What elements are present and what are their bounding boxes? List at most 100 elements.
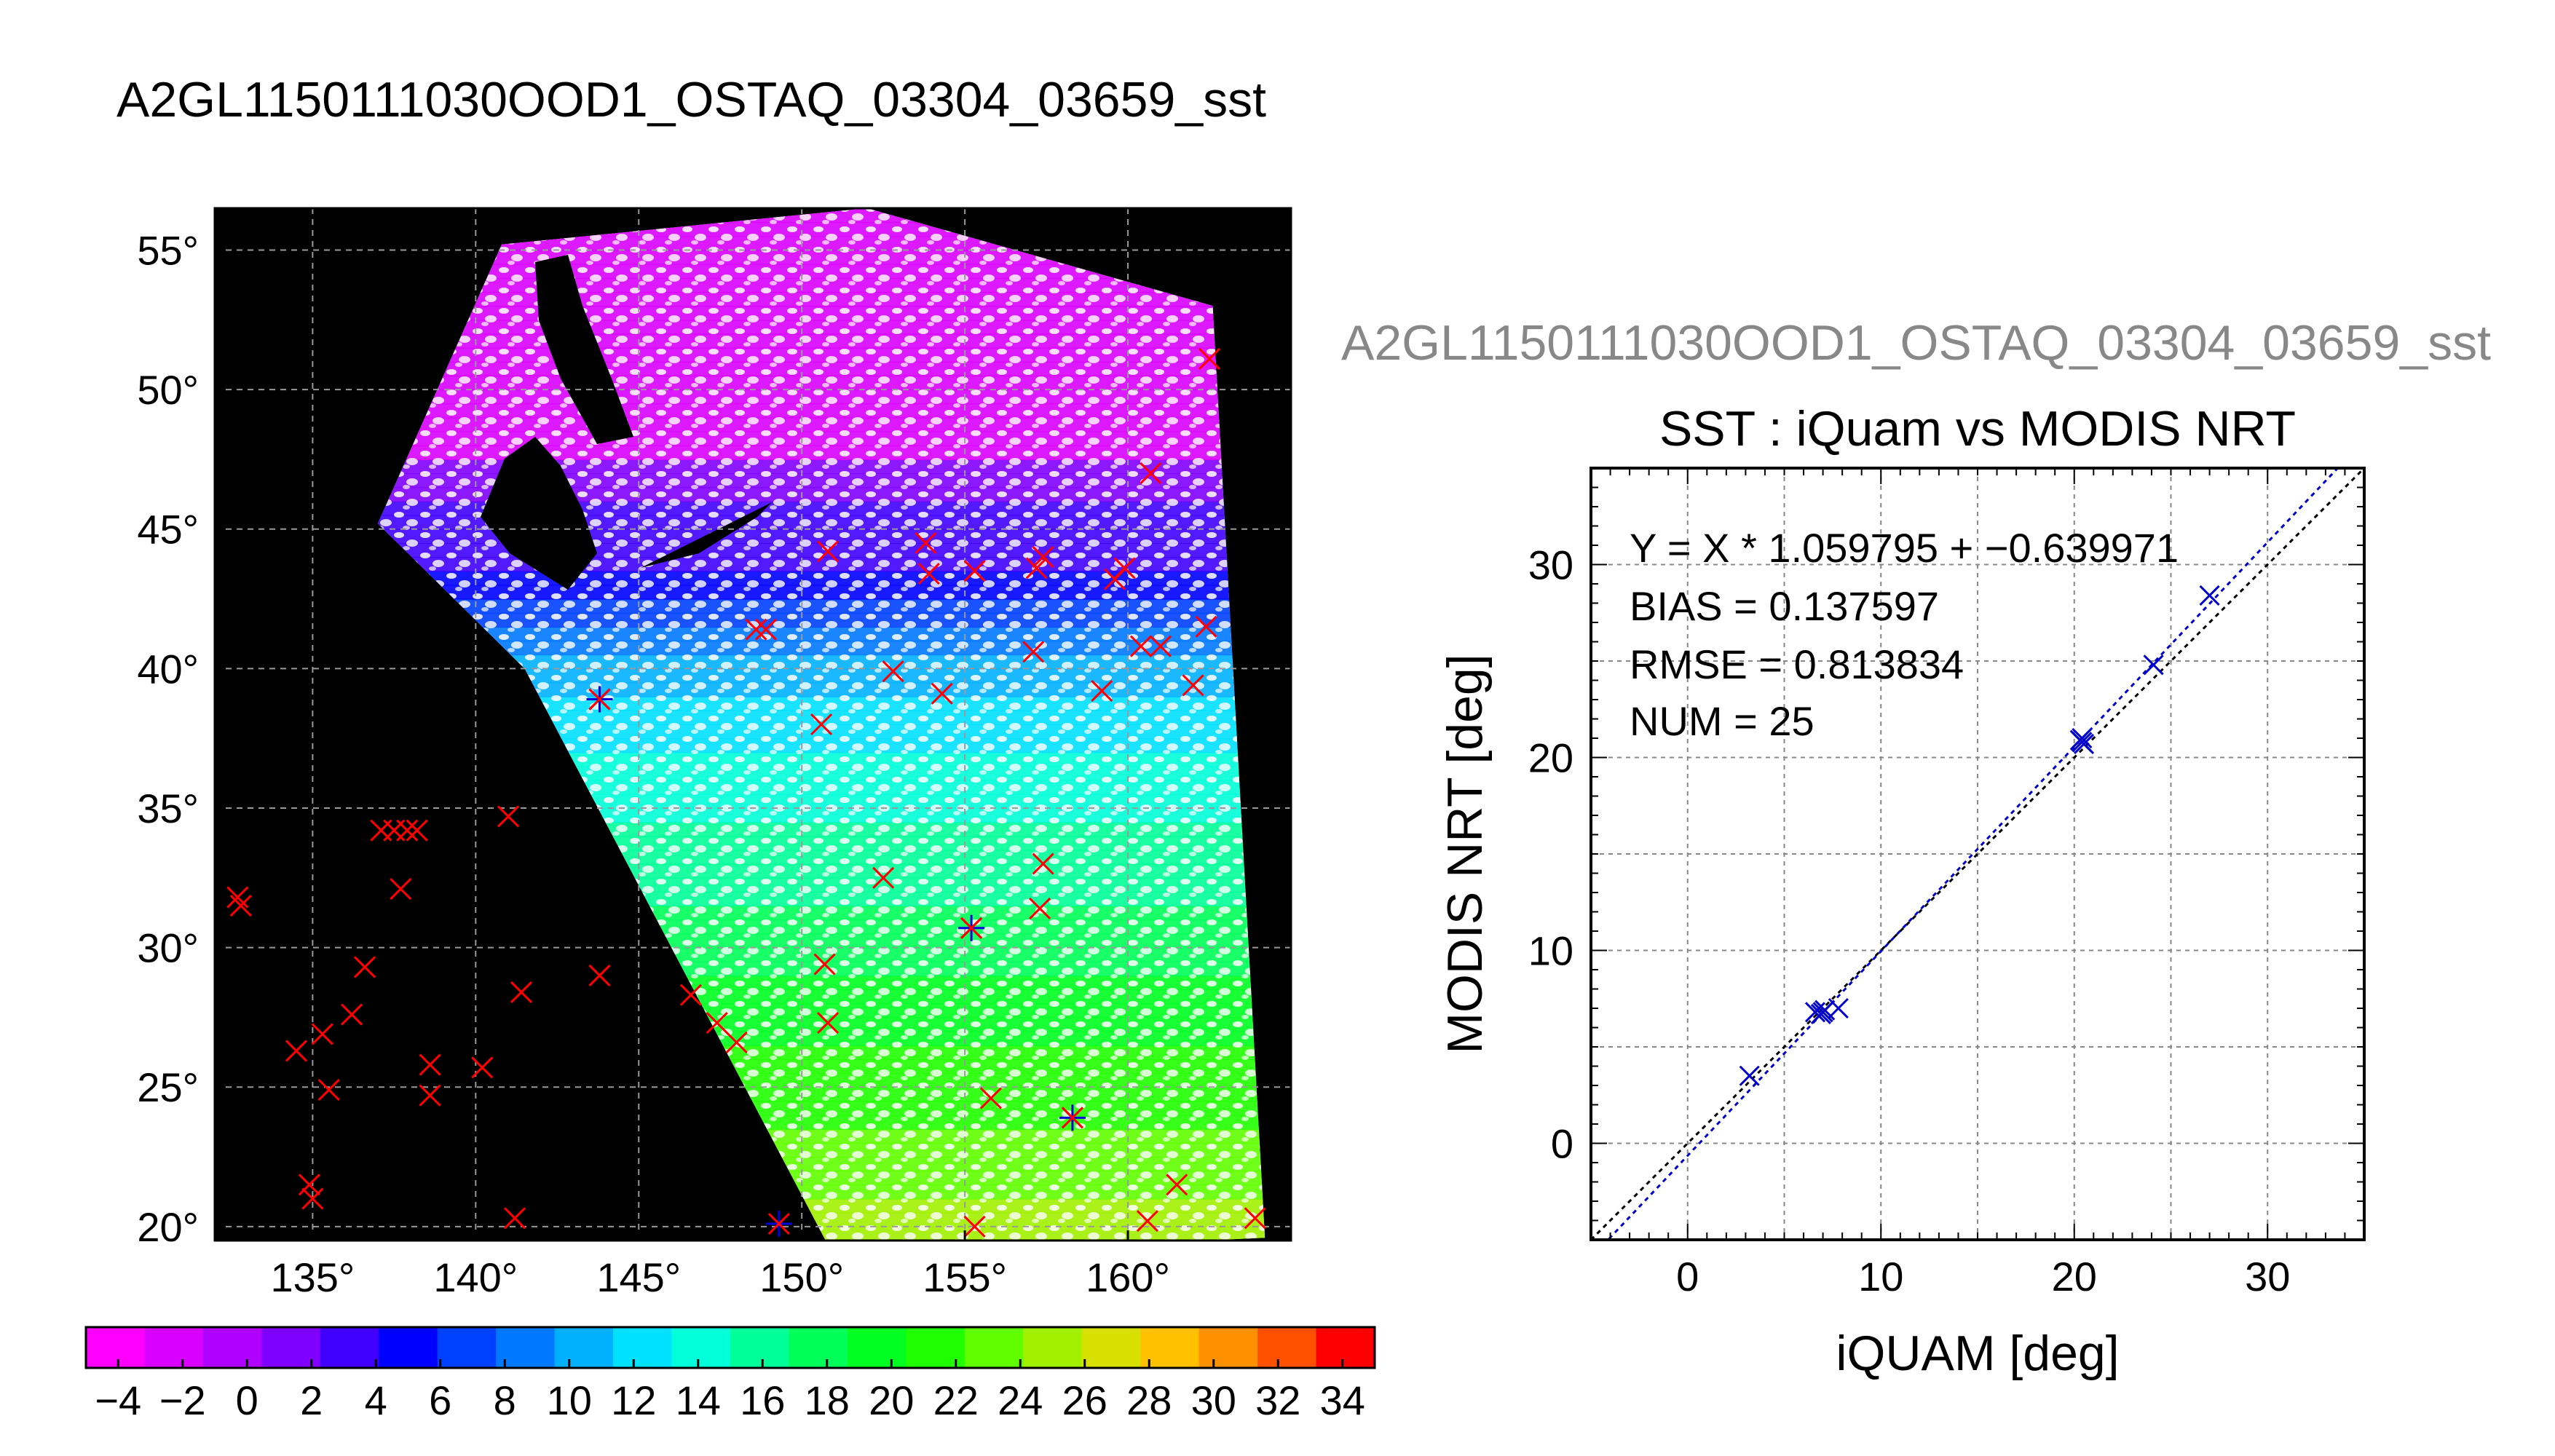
colorbar: −4 −2 0 2 4 6 8 10 12 14 16 18 20 22 24 26 28 30 32 34	[84, 1326, 1376, 1423]
colorbar-cell	[379, 1327, 438, 1368]
buoy-marker	[497, 805, 520, 828]
buoy-marker	[588, 964, 611, 986]
buoy-marker	[510, 981, 533, 1003]
scatter-ylabel: MODIS NRT [deg]	[1437, 654, 1493, 1053]
colorbar-tick-label: 20	[869, 1377, 914, 1423]
scatter-point	[2073, 733, 2095, 755]
buoy-marker	[754, 618, 777, 641]
fit-line	[1606, 468, 2339, 1240]
colorbar-cell	[1023, 1327, 1083, 1368]
lon-tick-label: 160°	[1086, 1254, 1170, 1300]
buoy-marker	[1113, 557, 1136, 579]
colorbar-cell	[437, 1327, 497, 1368]
colorbar-cell	[202, 1327, 262, 1368]
colorbar-cell	[847, 1327, 907, 1368]
lat-tick-label: 55°	[137, 227, 199, 273]
buoy-marker	[1149, 635, 1172, 657]
map-ticks: 135° 140° 145° 150° 155° 160° 20° 25° 30° 35° 40° 4…	[137, 227, 1170, 1300]
colorbar-cell	[1198, 1327, 1258, 1368]
buoy-marker	[963, 1215, 986, 1238]
colorbar-tick-label: 0	[236, 1377, 258, 1423]
buoy-marker	[725, 1031, 748, 1053]
matched-marker	[958, 914, 985, 941]
buoy-marker	[872, 866, 895, 889]
scatter-plot: SST : iQuam vs MODIS NRT 0 10 20 300102030 …	[1437, 401, 2366, 1381]
colorbar-cell	[1081, 1327, 1141, 1368]
colorbar-tick-label: 4	[365, 1377, 387, 1423]
buoy-marker	[816, 1012, 840, 1034]
buoy-marker	[1195, 615, 1217, 638]
buoy-marker	[816, 540, 840, 563]
colorbar-cell	[730, 1327, 789, 1368]
y-tick-label: 0	[1551, 1121, 1573, 1167]
matched-cross	[588, 688, 611, 711]
scatter-xlabel: iQUAM [deg]	[1836, 1326, 2119, 1381]
buoy-marker	[1029, 897, 1051, 920]
stat-line-num: NUM = 25	[1630, 698, 1814, 744]
matched-cross	[960, 917, 983, 939]
lon-tick-label: 140°	[433, 1254, 518, 1300]
map-markers	[226, 347, 1266, 1238]
buoy-marker	[963, 560, 986, 582]
y-tick-label: 10	[1528, 928, 1573, 974]
scatter-supertitle: A2GL1150111030OOD1_OSTAQ_03304_03659_sst	[1341, 315, 2491, 371]
scatter-point	[1739, 1065, 1760, 1086]
buoy-marker	[353, 956, 376, 978]
lon-tick-label: 145°	[596, 1254, 681, 1300]
buoy-marker	[810, 713, 833, 736]
lat-tick-label: 25°	[137, 1064, 199, 1110]
colorbar-cell	[320, 1327, 379, 1368]
colorbar-tick-label: 10	[547, 1377, 592, 1423]
lon-tick-label: 150°	[759, 1254, 844, 1300]
land-layer	[481, 255, 772, 590]
buoy-marker	[419, 1053, 441, 1076]
y-tick-label: 30	[1528, 542, 1573, 588]
matched-cross	[1061, 1107, 1083, 1129]
colorbar-tick-label: −2	[159, 1377, 206, 1423]
scatter-point	[1828, 997, 1849, 1019]
scatter-point	[2199, 585, 2220, 606]
buoy-marker	[917, 562, 940, 585]
colorbar-cell	[144, 1327, 204, 1368]
buoy-marker	[471, 1056, 494, 1079]
lat-tick-label: 20°	[137, 1204, 199, 1250]
scatter-grid	[1591, 468, 2364, 1240]
lat-tick-label: 40°	[137, 646, 199, 692]
map-grid	[215, 208, 1291, 1241]
lon-tick-label: 135°	[270, 1254, 355, 1300]
colorbar-tick-label: 16	[740, 1377, 785, 1423]
colorbar-tick-label: 32	[1255, 1377, 1300, 1423]
scatter-panel: A2GL1150111030OOD1_OSTAQ_03304_03659_sst	[1341, 315, 2491, 371]
lon-tick-label: 155°	[923, 1254, 1007, 1300]
scatter-ticks: 0 10 20 30 0 10 20 30	[1528, 467, 2365, 1299]
buoy-marker	[915, 531, 937, 554]
x-tick-label: 0	[1676, 1254, 1699, 1299]
buoy-marker	[341, 1003, 363, 1026]
lat-tick-label: 35°	[137, 786, 199, 831]
colorbar-ticks: −4 −2 0 2 4 6 8 10 12 14 16 18 20 22 24 26 28 30 32 34	[95, 1359, 1365, 1423]
colorbar-cell	[789, 1327, 848, 1368]
buoy-marker	[1032, 545, 1054, 569]
buoy-marker	[226, 886, 249, 909]
buoy-marker	[1244, 1207, 1266, 1230]
buoy-marker	[1022, 641, 1045, 663]
colorbar-cell	[613, 1327, 673, 1368]
colorbar-cell	[554, 1327, 614, 1368]
buoy-marker	[679, 984, 702, 1006]
x-tick-label: 20	[2052, 1254, 2097, 1299]
lat-tick-label: 45°	[137, 507, 199, 553]
scatter-points	[1739, 585, 2220, 1086]
buoy-marker	[396, 819, 419, 842]
buoy-marker	[931, 682, 953, 705]
matched-cross	[767, 1212, 790, 1235]
colorbar-tick-label: 34	[1320, 1377, 1365, 1423]
matched-marker	[1059, 1104, 1086, 1131]
x-tick-label: 10	[1858, 1254, 1903, 1299]
buoy-marker	[229, 895, 252, 917]
buoy-marker	[285, 1040, 308, 1062]
buoy-marker	[1166, 1174, 1188, 1196]
buoy-marker	[406, 819, 428, 842]
buoy-marker	[1198, 347, 1221, 371]
sst-map: 135° 140° 145° 150° 155° 160° 20° 25° 30° 35° 40° 4…	[137, 207, 1292, 1300]
